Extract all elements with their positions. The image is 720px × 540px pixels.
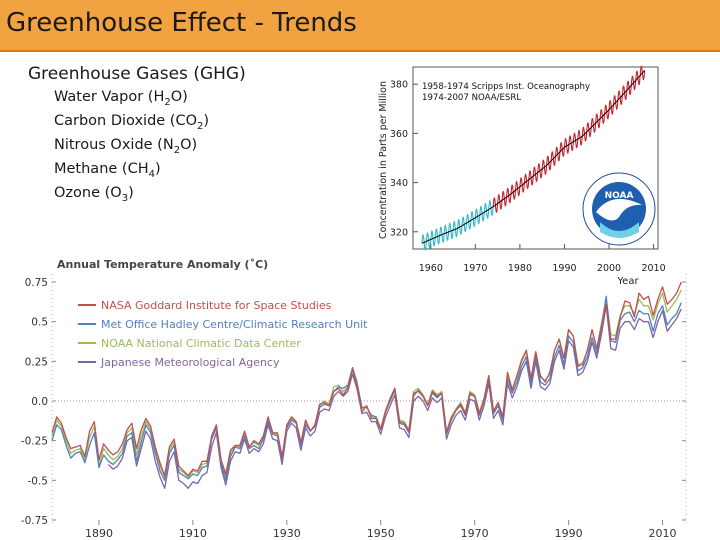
temperature-series-line (107, 305, 682, 489)
co2-series-trend (492, 70, 646, 208)
co2-y-axis-label: Concentration in Parts per Million (378, 81, 389, 239)
co2-x-axis-label: Year (616, 276, 639, 287)
co2-x-tick-label: 2010 (641, 263, 665, 274)
noaa-gull-icon (596, 198, 642, 221)
co2-x-tick-label: 1990 (552, 263, 576, 274)
co2-x-tick-label: 1970 (463, 263, 487, 274)
temperature-x-tick-label: 1950 (367, 527, 395, 540)
co2-x-tick-label: 1980 (508, 263, 532, 274)
co2-x-tick-label: 2000 (597, 263, 621, 274)
gas-item-nitrous-oxide: Nitrous Oxide (N2O) (54, 136, 198, 156)
gas-item-water-vapor: Water Vapor (H2O) (54, 89, 188, 108)
gas-list: Greenhouse Gases (GHG) Water Vapor (H2O)… (28, 64, 246, 207)
temperature-y-tick-label: 0.0 (31, 396, 48, 408)
gas-item-carbon-dioxide: Carbon Dioxide (CO2) (54, 112, 210, 132)
co2-y-tick-label: 380 (390, 80, 408, 91)
co2-x-tick-label: 1960 (419, 263, 443, 274)
temperature-legend-label: NOAA National Climatic Data Center (101, 337, 301, 350)
temperature-x-tick-label: 1990 (555, 527, 583, 540)
noaa-logo-text: NOAA (605, 191, 634, 201)
temperature-y-tick-label: -0.25 (21, 436, 48, 448)
temperature-y-tick-label: -0.5 (28, 475, 49, 487)
temperature-x-tick-label: 2010 (649, 527, 677, 540)
temperature-x-tick-label: 1890 (85, 527, 113, 540)
temperature-x-tick-label: 1970 (461, 527, 489, 540)
temperature-y-tick-label: 0.5 (31, 317, 48, 329)
temperature-series-line (51, 281, 682, 477)
noaa-logo: NOAA (582, 172, 656, 246)
temperature-x-tick-label: 1910 (179, 527, 207, 540)
gas-item-methane: Methane (CH4) (54, 160, 161, 180)
co2-y-tick-label: 320 (390, 227, 408, 238)
co2-legend-noaa: 1974-2007 NOAA/ESRL (422, 93, 521, 103)
gas-item-ozone: Ozone (O3) (54, 184, 134, 204)
co2-y-tick-label: 340 (390, 178, 408, 189)
co2-y-tick-label: 360 (390, 129, 408, 140)
co2-legend-scripps: 1958-1974 Scripps Inst. Oceanography (422, 82, 590, 92)
temperature-legend-label: NASA Goddard Institute for Space Studies (101, 299, 332, 312)
gas-list-heading: Greenhouse Gases (GHG) (28, 64, 246, 84)
temperature-y-tick-label: -0.75 (21, 515, 48, 527)
title-bar: Greenhouse Effect - Trends (0, 0, 720, 52)
slide-title: Greenhouse Effect - Trends (6, 8, 357, 38)
temperature-chart-title: Annual Temperature Anomaly (˚C) (57, 258, 268, 271)
temperature-y-tick-label: 0.75 (25, 277, 48, 289)
temperature-y-tick-label: 0.25 (25, 356, 48, 368)
temperature-x-tick-label: 1930 (273, 527, 301, 540)
co2-series-trend (421, 206, 494, 244)
temperature-legend-label: Japanese Meteorological Agency (100, 356, 280, 369)
temperature-legend-label: Met Office Hadley Centre/Climatic Resear… (101, 318, 368, 331)
